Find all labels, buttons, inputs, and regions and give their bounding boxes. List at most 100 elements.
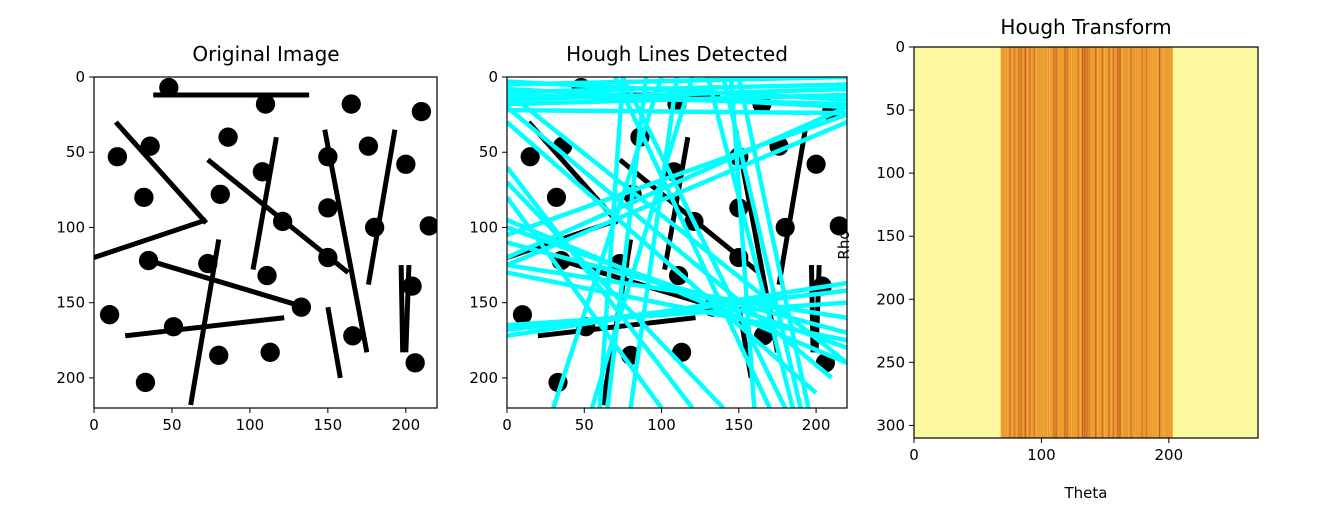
heatmap-streak	[1093, 47, 1095, 438]
heatmap-streak	[1009, 47, 1011, 438]
heatmap-streak	[1029, 47, 1031, 438]
heatmap-streak	[1055, 47, 1057, 438]
heatmap-streak	[1090, 47, 1092, 438]
dot-shape	[218, 127, 238, 147]
axes-frame	[506, 76, 848, 409]
line-segment-shape	[188, 239, 222, 406]
hough-line	[551, 77, 664, 408]
line-segment-shape	[250, 136, 279, 271]
heatmap-streak	[1073, 47, 1075, 438]
heatmap-streak	[1013, 47, 1015, 438]
line-segment-shape	[325, 306, 343, 379]
image-content	[94, 77, 437, 406]
y-tick-label: 200	[876, 290, 905, 308]
heatmap-streak	[1066, 47, 1068, 438]
heatmap-streak	[1020, 47, 1022, 438]
y-tick-label: 50	[886, 101, 905, 119]
heatmap-streak	[1068, 47, 1070, 438]
line-segment-shape	[403, 264, 412, 353]
hough-line	[620, 77, 788, 408]
y-tick-label: 0	[895, 38, 905, 56]
dot-shape	[255, 94, 276, 114]
dot-shape	[520, 147, 540, 167]
heatmap-streak	[1117, 47, 1119, 438]
heatmap-streak	[1099, 47, 1101, 438]
dot-shape	[806, 154, 826, 174]
y-tick-label: 150	[876, 227, 905, 245]
heatmap-streak	[1062, 47, 1064, 438]
heatmap-streak	[1079, 47, 1081, 438]
heatmap-streak	[1139, 47, 1141, 438]
hough-line	[507, 112, 847, 238]
heatmap-streak	[1031, 47, 1033, 438]
heatmap-streak	[1110, 47, 1112, 438]
y-tick-label: 100	[876, 164, 905, 182]
heatmap-streak	[1104, 47, 1106, 438]
heatmap-streak	[1108, 47, 1110, 438]
axes-frame	[913, 46, 1259, 439]
x-tick-label: 50	[575, 416, 594, 434]
panel-title: Hough Transform	[1000, 15, 1171, 39]
heatmap-streak	[1075, 47, 1077, 438]
y-tick-label: 100	[56, 218, 85, 236]
hough-line	[628, 77, 680, 408]
heatmap-streak	[1101, 47, 1103, 438]
dot-shape	[291, 297, 312, 317]
line-segment-shape	[206, 157, 350, 275]
heatmap-streak	[1027, 47, 1029, 438]
dot-shape	[134, 187, 154, 208]
hough-line	[507, 165, 695, 408]
axes-frame	[93, 76, 438, 409]
line-segment-shape	[808, 265, 816, 353]
line-segment-shape	[94, 217, 208, 260]
heatmap-streak	[1057, 47, 1059, 438]
hough-line	[507, 196, 664, 408]
heatmap-streak	[1040, 47, 1042, 438]
dot-shape	[512, 305, 533, 325]
dot-shape	[135, 372, 156, 393]
heatmap-content	[914, 47, 1258, 438]
heatmap-streak	[1165, 47, 1167, 438]
heatmap-streak	[1150, 47, 1152, 438]
heatmap-streak	[1163, 47, 1165, 438]
heatmap-streak	[1077, 47, 1079, 438]
heatmap-streak	[1053, 47, 1055, 438]
dot-shape	[99, 305, 120, 325]
heatmap-streak	[1086, 47, 1088, 438]
dot-shape	[405, 353, 425, 373]
x-tick-label: 150	[724, 416, 753, 434]
heatmap-streak	[1119, 47, 1121, 438]
dot-shape	[257, 265, 277, 286]
heatmap-streak	[1137, 47, 1139, 438]
ticks: 0 50 100 150 200 0 50 100 150 200	[469, 68, 830, 434]
x-tick-label: 200	[802, 416, 831, 434]
y-tick-label: 200	[56, 369, 85, 387]
heatmap-streak	[1051, 47, 1053, 438]
dot-shape	[318, 198, 338, 218]
dot-shape	[396, 154, 416, 174]
heatmap-streak	[1035, 47, 1037, 438]
line-segment-shape	[365, 129, 398, 286]
x-tick-label: 100	[1027, 446, 1056, 464]
dot-shape	[210, 184, 230, 205]
heatmap-streak	[1145, 47, 1147, 438]
image-content	[507, 77, 847, 408]
heatmap-streak	[1115, 47, 1117, 438]
x-tick-label: 100	[236, 416, 265, 434]
heatmap-streak	[1049, 47, 1051, 438]
y-tick-label: 150	[56, 294, 85, 312]
dot-shape	[159, 77, 179, 98]
y-tick-label: 300	[876, 416, 905, 434]
dot-shape	[260, 342, 280, 362]
heatmap-streak	[1088, 47, 1090, 438]
x-tick-label: 150	[314, 416, 343, 434]
heatmap-streak	[1016, 47, 1018, 438]
heatmap-streak	[1156, 47, 1158, 438]
x-tick-label: 100	[647, 416, 676, 434]
x-tick-label: 200	[391, 416, 420, 434]
heatmap-streak	[1044, 47, 1046, 438]
panel-hough-lines: Hough Lines Detected 0 50 100 150 200 0 50 100 1…	[469, 42, 848, 434]
heatmap-streak	[1022, 47, 1024, 438]
heatmap-streak	[1046, 47, 1048, 438]
